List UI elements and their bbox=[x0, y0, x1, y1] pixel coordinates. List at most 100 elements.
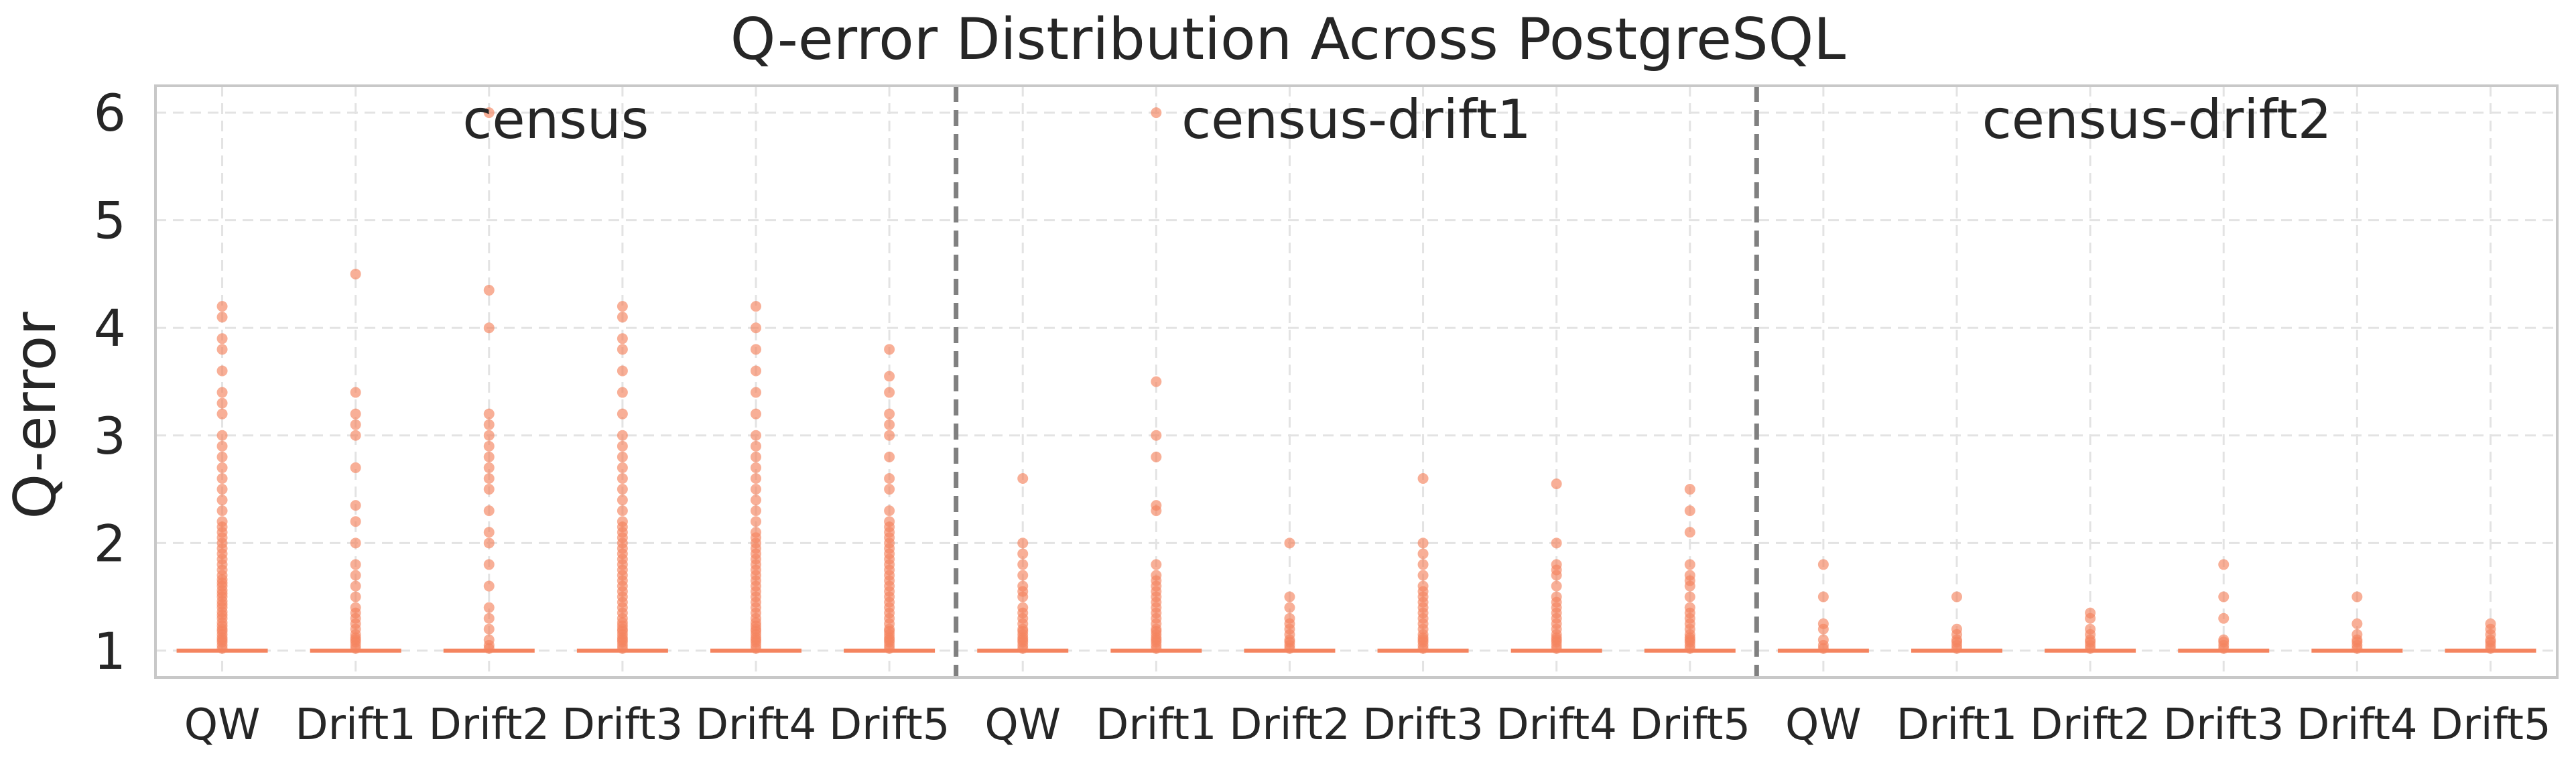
outlier-point bbox=[216, 333, 228, 344]
outlier-point bbox=[1417, 472, 1429, 484]
outlier-point bbox=[751, 451, 761, 462]
outlier-point bbox=[216, 365, 228, 377]
outlier-point bbox=[1017, 548, 1029, 560]
outlier-point bbox=[483, 440, 495, 452]
y-tick-label: 6 bbox=[94, 83, 126, 143]
group-label: census-drift2 bbox=[1982, 88, 2332, 151]
outlier-point bbox=[216, 430, 228, 441]
outlier-point bbox=[617, 408, 628, 420]
box-series bbox=[176, 648, 2536, 653]
outlier-point bbox=[1551, 559, 1562, 570]
x-tick-label: Drift2 bbox=[1229, 700, 1350, 750]
outlier-point bbox=[350, 419, 361, 430]
outlier-point bbox=[1817, 634, 1829, 645]
outlier-point bbox=[483, 451, 495, 462]
outlier-point bbox=[1684, 505, 1695, 517]
outlier-point bbox=[751, 322, 761, 334]
outlier-point bbox=[1684, 484, 1695, 495]
outlier-point bbox=[483, 602, 495, 613]
outlier-point bbox=[2485, 618, 2496, 629]
outlier-point bbox=[884, 387, 895, 398]
outlier-point bbox=[216, 440, 228, 452]
outlier-point bbox=[216, 505, 228, 517]
outlier-point bbox=[1284, 602, 1295, 613]
outlier-point bbox=[884, 516, 895, 527]
outlier-point bbox=[751, 505, 761, 517]
outlier-point bbox=[617, 430, 628, 441]
outlier-point bbox=[1017, 580, 1029, 592]
outlier-point bbox=[216, 462, 228, 473]
outlier-point bbox=[350, 602, 361, 613]
outlier-point bbox=[483, 484, 495, 495]
group-labels: census census-drift1 census-drift2 bbox=[462, 88, 2331, 151]
outlier-point bbox=[1817, 618, 1829, 629]
outlier-point bbox=[884, 484, 895, 495]
x-tick-label: QW bbox=[1785, 700, 1862, 750]
outlier-point bbox=[483, 580, 495, 592]
outlier-point bbox=[2218, 559, 2230, 570]
grid-lines bbox=[155, 86, 2557, 678]
outlier-point bbox=[1017, 537, 1029, 549]
outlier-point bbox=[751, 484, 761, 495]
outlier-point bbox=[483, 527, 495, 538]
y-tick-label: 1 bbox=[94, 621, 126, 681]
outlier-point bbox=[617, 387, 628, 398]
outlier-point bbox=[350, 580, 361, 592]
group-dividers bbox=[954, 86, 1759, 678]
outlier-point bbox=[350, 570, 361, 581]
outlier-point bbox=[751, 430, 761, 441]
y-tick-label: 2 bbox=[94, 513, 126, 573]
x-tick-label: Drift2 bbox=[2030, 700, 2151, 750]
outlier-point bbox=[1151, 107, 1162, 119]
outlier-point bbox=[751, 495, 761, 506]
outlier-point bbox=[1017, 602, 1029, 613]
outlier-point bbox=[2352, 618, 2363, 629]
x-tick-label: Drift4 bbox=[1496, 700, 1617, 750]
x-tick-label: Drift1 bbox=[1096, 700, 1217, 750]
outlier-point bbox=[751, 365, 761, 377]
outlier-point bbox=[1151, 451, 1162, 462]
outlier-point bbox=[216, 408, 228, 420]
x-tick-label: QW bbox=[184, 700, 261, 750]
x-tick-label: Drift1 bbox=[1896, 700, 2018, 750]
outlier-point bbox=[617, 462, 628, 473]
outlier-point bbox=[617, 301, 628, 312]
outlier-point bbox=[751, 408, 761, 420]
outlier-point bbox=[617, 440, 628, 452]
outlier-point bbox=[1684, 527, 1695, 538]
outlier-point bbox=[1551, 591, 1562, 602]
outlier-point bbox=[483, 462, 495, 473]
outlier-point bbox=[350, 268, 361, 279]
group-label: census bbox=[462, 88, 649, 151]
outlier-point bbox=[483, 559, 495, 570]
outlier-point bbox=[2352, 591, 2363, 602]
outlier-point bbox=[1151, 559, 1162, 570]
group-label: census-drift1 bbox=[1181, 88, 1531, 151]
outlier-point bbox=[350, 500, 361, 511]
outlier-point bbox=[216, 484, 228, 495]
outlier-point bbox=[483, 408, 495, 420]
outlier-point bbox=[1951, 623, 1962, 635]
outlier-point bbox=[350, 516, 361, 527]
outlier-point bbox=[1684, 570, 1695, 581]
outlier-point bbox=[350, 591, 361, 602]
outlier-point bbox=[1284, 537, 1295, 549]
outlier-point bbox=[2218, 634, 2230, 645]
outlier-point bbox=[617, 451, 628, 462]
outlier-point bbox=[1151, 376, 1162, 387]
outlier-point bbox=[1151, 570, 1162, 581]
outlier-point bbox=[884, 344, 895, 355]
outlier-point bbox=[884, 371, 895, 382]
outlier-point bbox=[350, 408, 361, 420]
outlier-point bbox=[216, 387, 228, 398]
x-tick-label: Drift5 bbox=[829, 700, 950, 750]
outlier-point bbox=[483, 107, 495, 119]
outlier-point bbox=[483, 634, 495, 645]
outlier-point bbox=[1017, 559, 1029, 570]
outlier-point bbox=[1017, 472, 1029, 484]
outlier-point bbox=[483, 613, 495, 624]
outlier-point bbox=[216, 516, 228, 527]
outlier-point bbox=[751, 301, 761, 312]
x-tick-label: QW bbox=[984, 700, 1061, 750]
